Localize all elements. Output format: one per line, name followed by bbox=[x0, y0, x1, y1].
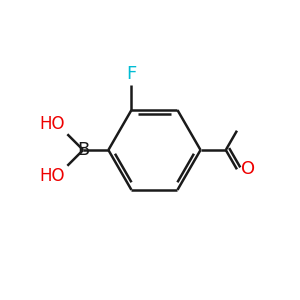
Text: HO: HO bbox=[40, 167, 65, 185]
Text: HO: HO bbox=[40, 115, 65, 133]
Text: F: F bbox=[126, 65, 136, 83]
Text: O: O bbox=[241, 160, 255, 178]
Text: B: B bbox=[77, 141, 89, 159]
